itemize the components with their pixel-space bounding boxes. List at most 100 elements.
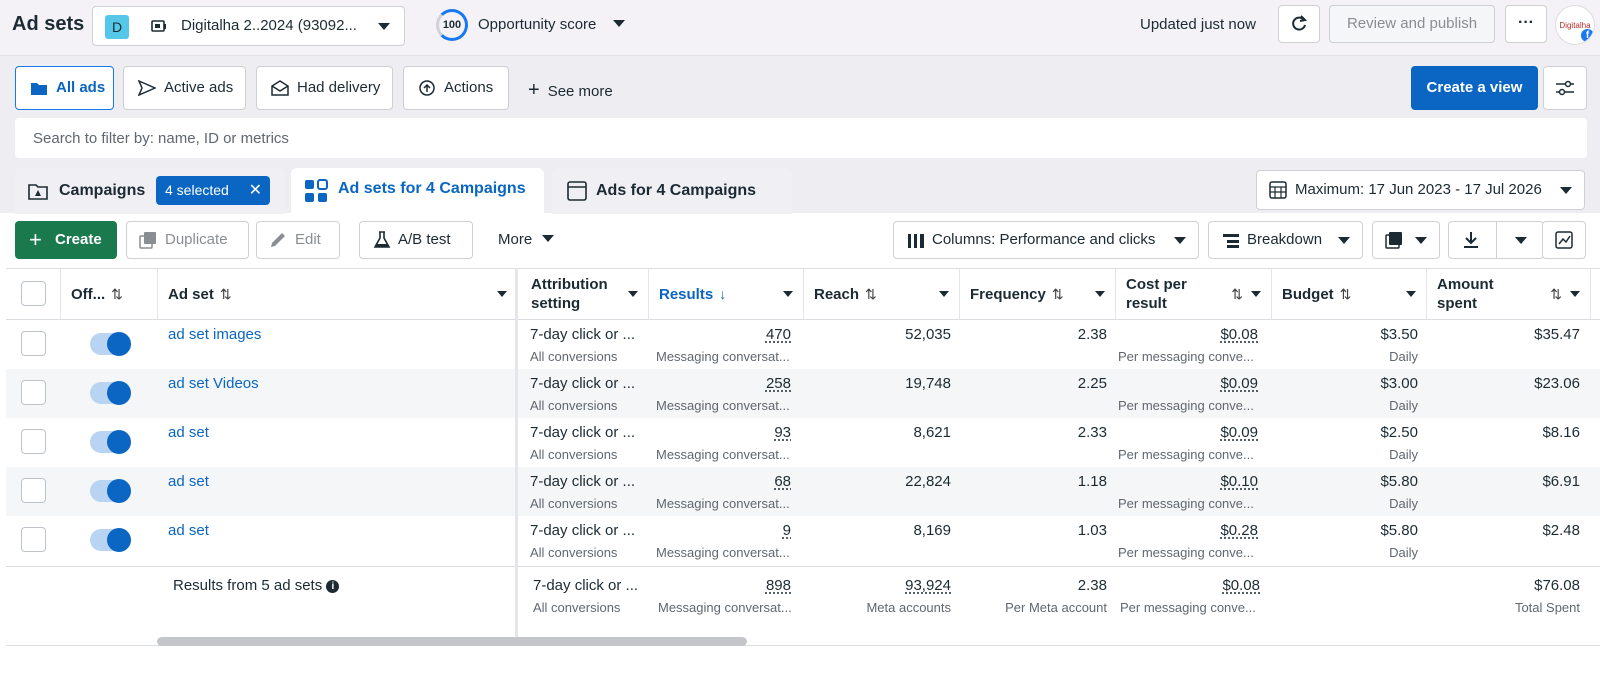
chevron-down-icon[interactable] xyxy=(1570,291,1580,297)
sort-icon[interactable]: ⇅ xyxy=(865,285,877,302)
budget-value[interactable]: $3.50 xyxy=(1380,326,1418,343)
ad-set-name-link[interactable]: ad set xyxy=(168,522,209,539)
opportunity-score-label[interactable]: Opportunity score xyxy=(478,16,597,33)
review-and-publish-button[interactable]: Review and publish xyxy=(1329,5,1495,43)
charts-button[interactable] xyxy=(1542,221,1586,259)
create-view-button[interactable]: Create a view xyxy=(1411,66,1538,110)
selected-chip[interactable]: 4 selected ✕ xyxy=(156,176,270,205)
budget-value[interactable]: $3.00 xyxy=(1380,375,1418,392)
cost-per-result-value[interactable]: $0.08 xyxy=(1220,326,1258,343)
more-options-button[interactable]: ··· xyxy=(1505,5,1547,43)
column-ad-set[interactable]: Ad set ⇅ xyxy=(158,269,518,319)
results-value[interactable]: 9 xyxy=(782,522,791,539)
info-icon[interactable]: i xyxy=(326,580,340,593)
results-value[interactable]: 470 xyxy=(765,326,791,343)
more-dropdown[interactable]: More xyxy=(498,231,555,248)
row-toggle[interactable] xyxy=(90,479,131,503)
chevron-down-icon[interactable] xyxy=(628,291,638,297)
chevron-down-icon[interactable] xyxy=(939,291,949,297)
column-budget[interactable]: Budget ⇅ xyxy=(1272,269,1427,319)
row-checkbox[interactable] xyxy=(21,478,46,503)
horizontal-scrollbar[interactable] xyxy=(157,637,747,646)
close-icon[interactable]: ✕ xyxy=(248,182,262,199)
edit-button[interactable]: Edit xyxy=(256,221,340,259)
column-cost-per-result[interactable]: Cost per result ⇅ xyxy=(1116,269,1272,319)
totals-results[interactable]: 898 xyxy=(765,577,791,594)
date-range-picker[interactable]: Maximum: 17 Jun 2023 - 17 Jul 2026 xyxy=(1256,170,1585,210)
row-checkbox[interactable] xyxy=(21,331,46,356)
sort-icon[interactable]: ⇅ xyxy=(1051,285,1064,302)
results-sub: Messaging conversat... xyxy=(656,349,790,364)
totals-reach[interactable]: 93,924 xyxy=(905,577,951,594)
totals-cost-per-result[interactable]: $0.08 xyxy=(1222,577,1260,594)
filter-had-delivery[interactable]: Had delivery xyxy=(256,66,393,110)
filter-all-ads[interactable]: All ads xyxy=(15,66,114,110)
see-more-button[interactable]: + See more xyxy=(528,79,613,102)
row-toggle[interactable] xyxy=(90,381,131,405)
sort-icon[interactable]: ⇅ xyxy=(1550,285,1562,302)
row-checkbox[interactable] xyxy=(21,380,46,405)
ad-set-name-link[interactable]: ad set Videos xyxy=(168,375,259,392)
reports-dropdown[interactable] xyxy=(1372,221,1440,259)
sort-descending-icon[interactable]: ↓ xyxy=(719,285,727,302)
cost-per-result-value[interactable]: $0.28 xyxy=(1220,522,1258,539)
chevron-down-icon[interactable] xyxy=(1095,291,1105,297)
export-dropdown[interactable] xyxy=(1448,221,1544,259)
chevron-down-icon[interactable] xyxy=(613,20,625,27)
row-checkbox[interactable] xyxy=(21,429,46,454)
duplicate-button[interactable]: Duplicate xyxy=(126,221,249,259)
chevron-down-icon[interactable] xyxy=(497,291,507,297)
column-reach[interactable]: Reach ⇅ xyxy=(804,269,960,319)
ad-set-name-link[interactable]: ad set images xyxy=(168,326,262,343)
table-row[interactable]: ad set 7-day click or ... All conversion… xyxy=(6,516,1600,565)
account-selector[interactable]: D Digitalha 2..2024 (93092... xyxy=(92,6,405,46)
row-toggle[interactable] xyxy=(90,332,131,356)
ab-test-button[interactable]: A/B test xyxy=(359,221,473,259)
table-row[interactable]: ad set 7-day click or ... All conversion… xyxy=(6,467,1600,516)
sort-icon[interactable]: ⇅ xyxy=(111,285,123,302)
column-results[interactable]: Results ↓ xyxy=(649,269,804,319)
chevron-down-icon[interactable] xyxy=(1406,291,1416,297)
row-toggle[interactable] xyxy=(90,430,131,454)
column-amount-spent[interactable]: Amount spent ⇅ xyxy=(1427,269,1591,319)
row-toggle[interactable] xyxy=(90,528,131,552)
results-value[interactable]: 93 xyxy=(774,424,791,441)
refresh-button[interactable] xyxy=(1278,5,1320,43)
tab-ads[interactable]: Ads for 4 Campaigns xyxy=(552,168,792,214)
table-row[interactable]: ad set images 7-day click or ... All con… xyxy=(6,320,1600,369)
ad-set-name-link[interactable]: ad set xyxy=(168,473,209,490)
results-value[interactable]: 258 xyxy=(765,375,791,392)
cost-per-result-value[interactable]: $0.09 xyxy=(1220,375,1258,392)
create-button[interactable]: + Create xyxy=(15,221,117,259)
breakdown-dropdown[interactable]: Breakdown xyxy=(1208,221,1363,259)
select-all-checkbox[interactable] xyxy=(21,281,46,306)
cost-per-result-value[interactable]: $0.10 xyxy=(1220,473,1258,490)
table-row[interactable]: ad set 7-day click or ... All conversion… xyxy=(6,418,1600,467)
sort-icon[interactable]: ⇅ xyxy=(219,285,232,302)
tab-ad-sets[interactable]: Ad sets for 4 Campaigns xyxy=(291,168,544,214)
cost-per-result-value[interactable]: $0.09 xyxy=(1220,424,1258,441)
budget-value[interactable]: $2.50 xyxy=(1380,424,1418,441)
search-input[interactable] xyxy=(15,118,1587,158)
amount-spent-value: $6.91 xyxy=(1542,473,1580,490)
row-checkbox[interactable] xyxy=(21,527,46,552)
sort-icon[interactable]: ⇅ xyxy=(1339,285,1352,302)
filter-active-ads[interactable]: Active ads xyxy=(123,66,246,110)
chevron-down-icon[interactable] xyxy=(783,291,793,297)
view-settings-button[interactable] xyxy=(1543,66,1587,110)
results-value[interactable]: 68 xyxy=(774,473,791,490)
budget-value[interactable]: $5.80 xyxy=(1380,522,1418,539)
sort-icon[interactable]: ⇅ xyxy=(1231,285,1243,302)
filter-actions[interactable]: Actions xyxy=(403,66,509,110)
budget-value[interactable]: $5.80 xyxy=(1380,473,1418,490)
columns-dropdown[interactable]: Columns: Performance and clicks xyxy=(893,221,1199,259)
column-attribution[interactable]: Attribution setting xyxy=(521,269,649,319)
chevron-down-icon[interactable] xyxy=(1251,291,1261,297)
frozen-column-divider[interactable] xyxy=(515,268,518,640)
column-off[interactable]: Off... ⇅ xyxy=(61,269,158,319)
ad-set-name-link[interactable]: ad set xyxy=(168,424,209,441)
opportunity-score-ring[interactable]: 100 xyxy=(436,9,468,41)
avatar[interactable]: Digitalha f xyxy=(1555,5,1595,45)
column-frequency[interactable]: Frequency ⇅ xyxy=(960,269,1116,319)
table-row[interactable]: ad set Videos 7-day click or ... All con… xyxy=(6,369,1600,418)
